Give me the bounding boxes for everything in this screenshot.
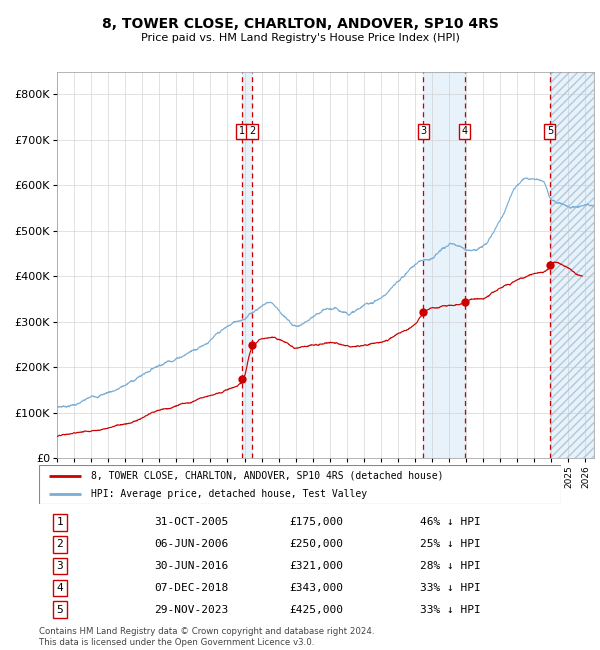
Text: 4: 4 (56, 583, 63, 593)
Text: 29-NOV-2023: 29-NOV-2023 (154, 604, 228, 615)
Text: 46% ↓ HPI: 46% ↓ HPI (420, 517, 481, 527)
Bar (424, 72, 465, 458)
Text: 33% ↓ HPI: 33% ↓ HPI (420, 583, 481, 593)
Text: 30-JUN-2016: 30-JUN-2016 (154, 561, 228, 571)
Text: 1: 1 (239, 127, 245, 136)
Text: 1: 1 (56, 517, 63, 527)
Text: £343,000: £343,000 (290, 583, 344, 593)
Text: £425,000: £425,000 (290, 604, 344, 615)
Text: 2: 2 (56, 539, 63, 549)
Text: 33% ↓ HPI: 33% ↓ HPI (420, 604, 481, 615)
Text: £250,000: £250,000 (290, 539, 344, 549)
Bar (550, 72, 594, 458)
Text: 5: 5 (547, 127, 553, 136)
Text: Contains HM Land Registry data © Crown copyright and database right 2024.
This d: Contains HM Land Registry data © Crown c… (39, 627, 374, 647)
Bar (550, 72, 594, 458)
Text: 2: 2 (249, 127, 255, 136)
Text: 5: 5 (56, 604, 63, 615)
Text: 3: 3 (421, 127, 427, 136)
Text: 28% ↓ HPI: 28% ↓ HPI (420, 561, 481, 571)
Text: 4: 4 (462, 127, 468, 136)
Text: 06-JUN-2006: 06-JUN-2006 (154, 539, 228, 549)
Text: HPI: Average price, detached house, Test Valley: HPI: Average price, detached house, Test… (91, 489, 367, 499)
Bar (242, 72, 252, 458)
Text: 3: 3 (56, 561, 63, 571)
Text: £321,000: £321,000 (290, 561, 344, 571)
Text: 25% ↓ HPI: 25% ↓ HPI (420, 539, 481, 549)
Text: 07-DEC-2018: 07-DEC-2018 (154, 583, 228, 593)
Text: 8, TOWER CLOSE, CHARLTON, ANDOVER, SP10 4RS: 8, TOWER CLOSE, CHARLTON, ANDOVER, SP10 … (101, 17, 499, 31)
Text: Price paid vs. HM Land Registry's House Price Index (HPI): Price paid vs. HM Land Registry's House … (140, 32, 460, 43)
Text: 31-OCT-2005: 31-OCT-2005 (154, 517, 228, 527)
Text: £175,000: £175,000 (290, 517, 344, 527)
FancyBboxPatch shape (39, 465, 561, 504)
Text: 8, TOWER CLOSE, CHARLTON, ANDOVER, SP10 4RS (detached house): 8, TOWER CLOSE, CHARLTON, ANDOVER, SP10 … (91, 471, 444, 480)
